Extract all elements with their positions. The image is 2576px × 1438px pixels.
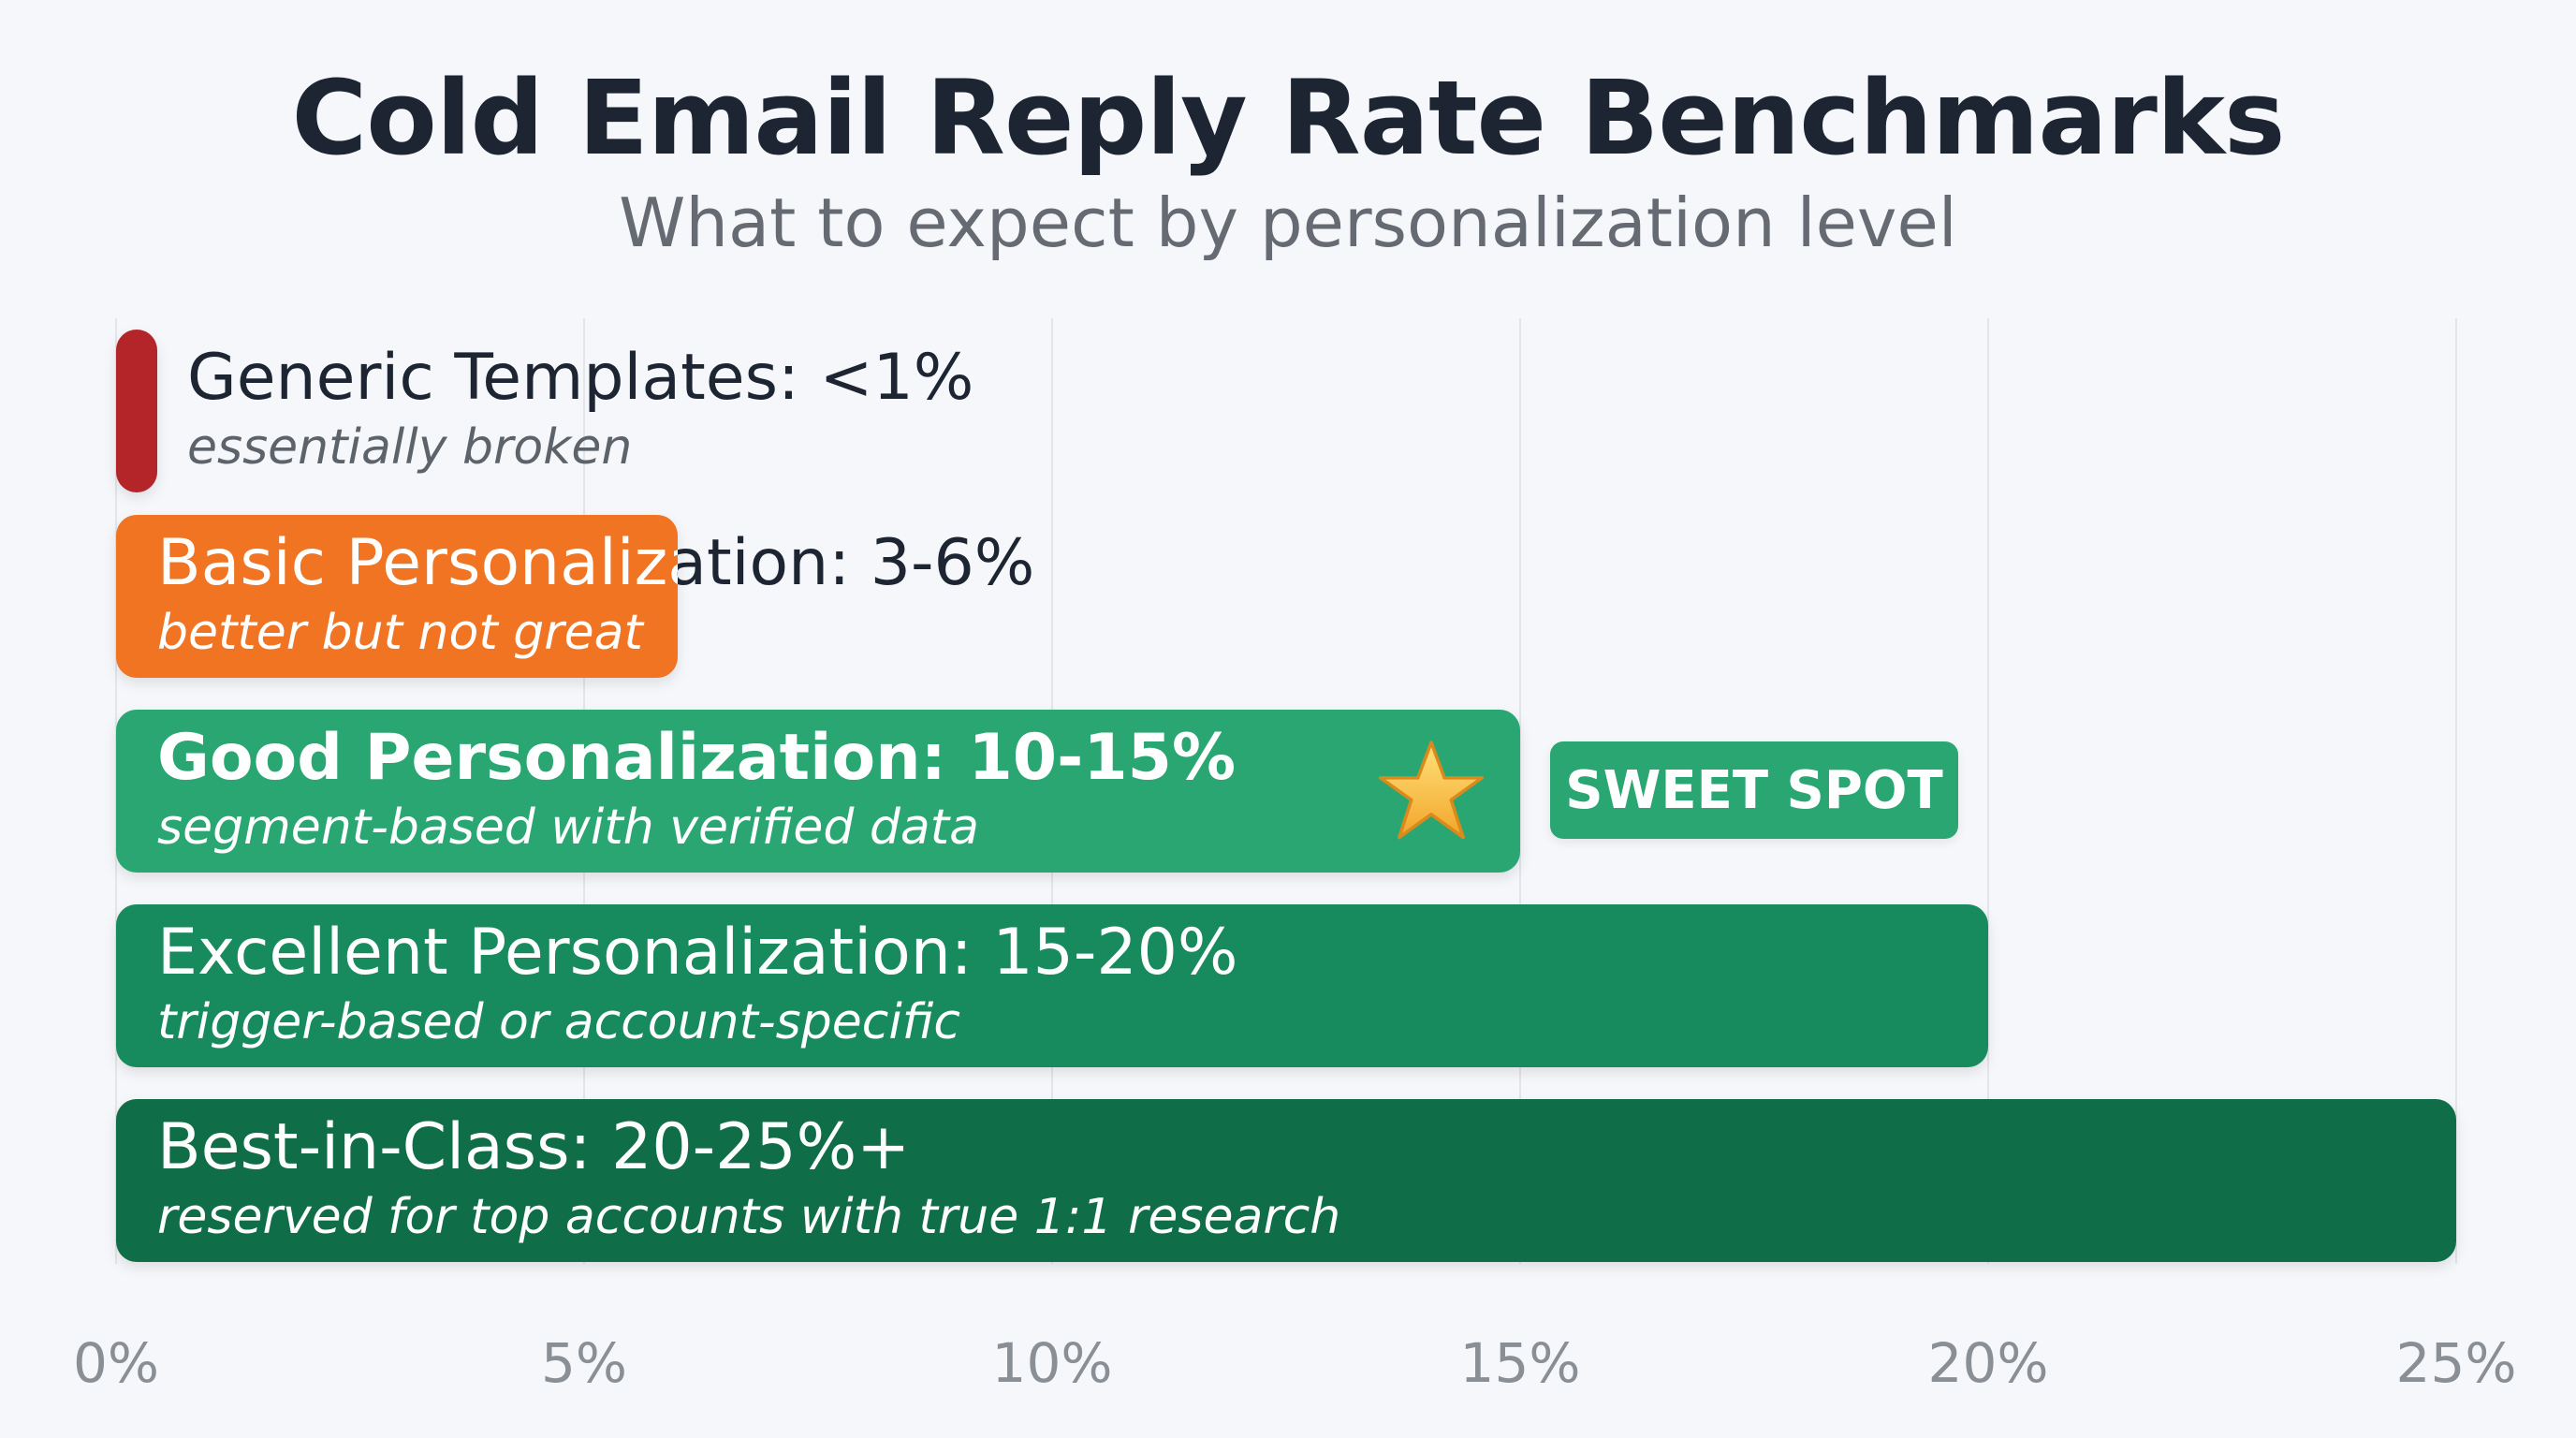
x-tick-label: 15% bbox=[1459, 1331, 1581, 1395]
bar-generic bbox=[116, 330, 157, 492]
x-tick-label: 20% bbox=[1927, 1331, 2049, 1395]
sweet-spot-badge: SWEET SPOT bbox=[1550, 741, 1958, 839]
chart-title: Cold Email Reply Rate Benchmarks bbox=[291, 58, 2286, 178]
gridline bbox=[2455, 318, 2457, 1264]
bar-label: Generic Templates: <1% bbox=[187, 341, 974, 415]
bar-label: Good Personalization: 10-15% bbox=[157, 721, 1237, 795]
star-icon bbox=[1378, 741, 1485, 840]
bar-excellent bbox=[116, 904, 1988, 1067]
x-tick-label: 25% bbox=[2395, 1331, 2517, 1395]
bar-label: Basic Personalization: 3-6% bbox=[157, 526, 1035, 600]
bar-note: essentially broken bbox=[187, 419, 633, 476]
x-tick-label: 5% bbox=[540, 1331, 628, 1395]
bar-label: Best-in-Class: 20-25%+ bbox=[157, 1110, 911, 1184]
bar-label: Excellent Personalization: 15-20% bbox=[157, 916, 1238, 990]
gridline bbox=[1519, 318, 1521, 1264]
x-tick-label: 10% bbox=[991, 1331, 1113, 1395]
bar-note: better but not great bbox=[157, 605, 643, 661]
bar-good bbox=[116, 710, 1520, 873]
bar-best bbox=[116, 1099, 2456, 1262]
chart-subtitle: What to expect by personalization level bbox=[619, 183, 1957, 262]
bar-note: segment-based with verified data bbox=[157, 800, 980, 856]
gridline bbox=[1987, 318, 1989, 1264]
bar-note: trigger-based or account-specific bbox=[157, 994, 960, 1050]
bar-note: reserved for top accounts with true 1:1 … bbox=[157, 1189, 1341, 1245]
x-tick-label: 0% bbox=[72, 1331, 160, 1395]
bar-basic bbox=[116, 515, 678, 678]
